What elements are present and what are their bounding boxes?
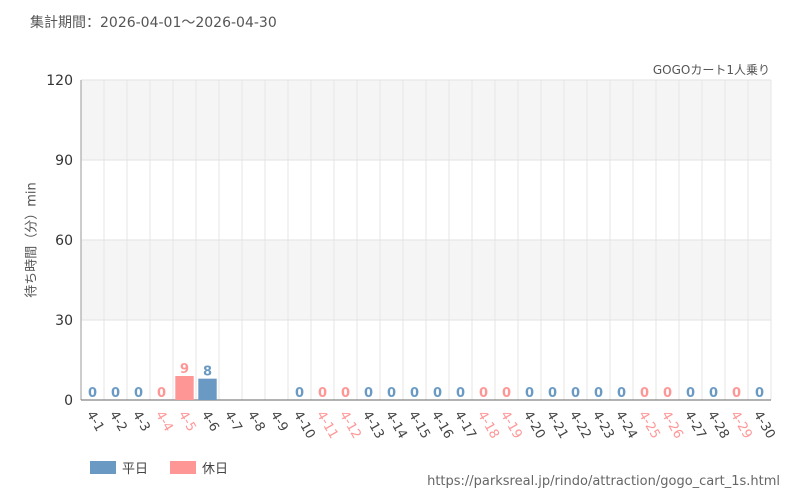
y-tick-label: 120 [46, 73, 73, 89]
legend-item-holiday[interactable]: 休日 [170, 458, 228, 477]
y-tick-label: 30 [55, 313, 73, 329]
legend: 平日 休日 [90, 458, 228, 477]
x-tick-label: 4-28 [704, 409, 732, 442]
data-label: 0 [410, 386, 419, 401]
data-label: 0 [686, 386, 695, 401]
data-label: 0 [157, 386, 166, 401]
x-tick-label: 4-3 [129, 409, 153, 435]
data-label: 0 [456, 386, 465, 401]
x-tick-label: 4-11 [313, 409, 341, 442]
data-label: 0 [525, 386, 534, 401]
chart-title: GOGOカート1人乗り [652, 63, 770, 77]
data-label: 0 [709, 386, 718, 401]
x-tick-label: 4-13 [359, 409, 387, 442]
data-label: 0 [387, 386, 396, 401]
x-tick-label: 4-19 [497, 409, 525, 442]
x-tick-label: 4-30 [750, 409, 778, 442]
x-tick-label: 4-10 [290, 409, 318, 442]
data-label: 0 [111, 386, 120, 401]
x-tick-label: 4-27 [681, 409, 709, 442]
legend-swatch-holiday [170, 461, 197, 474]
source-url[interactable]: https://parksreal.jp/rindo/attraction/go… [427, 474, 780, 489]
x-tick-label: 4-7 [221, 409, 245, 435]
data-label: 0 [364, 386, 373, 401]
legend-label-holiday: 休日 [202, 462, 229, 477]
bar [198, 378, 217, 400]
data-label: 0 [640, 386, 649, 401]
x-tick-label: 4-21 [543, 409, 571, 442]
data-label: 0 [594, 386, 603, 401]
data-label: 0 [134, 386, 143, 401]
data-label: 0 [571, 386, 580, 401]
x-tick-label: 4-25 [635, 409, 663, 442]
x-tick-label: 4-16 [428, 409, 456, 442]
data-label: 9 [180, 362, 189, 377]
data-label: 8 [203, 365, 212, 380]
period-text: 集計期間：2026-04-01～2026-04-30 [30, 15, 277, 31]
x-tick-label: 4-29 [727, 409, 755, 442]
y-tick-label: 90 [55, 153, 73, 169]
data-label: 0 [663, 386, 672, 401]
x-tick-label: 4-5 [175, 409, 199, 435]
legend-label-weekday: 平日 [122, 462, 149, 477]
x-tick-label: 4-2 [106, 409, 130, 435]
data-label: 0 [318, 386, 327, 401]
x-tick-label: 4-26 [658, 409, 686, 442]
x-tick-label: 4-15 [405, 409, 433, 442]
x-tick-label: 4-23 [589, 409, 617, 442]
x-tick-label: 4-22 [566, 409, 594, 442]
data-label: 0 [755, 386, 764, 401]
x-tick-label: 4-4 [152, 409, 176, 435]
data-label: 0 [548, 386, 557, 401]
x-tick-label: 4-1 [83, 409, 107, 435]
legend-swatch-weekday [90, 461, 116, 474]
y-tick-label: 0 [64, 393, 73, 409]
data-label: 0 [433, 386, 442, 401]
data-label: 0 [617, 386, 626, 401]
x-tick-label: 4-12 [336, 409, 364, 442]
data-label: 0 [341, 386, 350, 401]
x-tick-label: 4-18 [474, 409, 502, 442]
x-tick-label: 4-8 [244, 409, 268, 435]
data-label: 0 [479, 386, 488, 401]
bar [175, 376, 194, 400]
x-tick-label: 4-20 [520, 409, 548, 442]
data-label: 0 [88, 386, 97, 401]
x-tick-label: 4-24 [612, 409, 640, 442]
x-tick-label: 4-6 [198, 409, 222, 435]
x-tick-label: 4-14 [382, 409, 410, 442]
x-tick-label: 4-9 [267, 409, 291, 435]
data-label: 0 [502, 386, 511, 401]
y-tick-label: 60 [55, 233, 73, 249]
data-label: 0 [295, 386, 304, 401]
legend-item-weekday[interactable]: 平日 [90, 458, 148, 477]
data-label: 0 [732, 386, 741, 401]
x-tick-label: 4-17 [451, 409, 479, 442]
